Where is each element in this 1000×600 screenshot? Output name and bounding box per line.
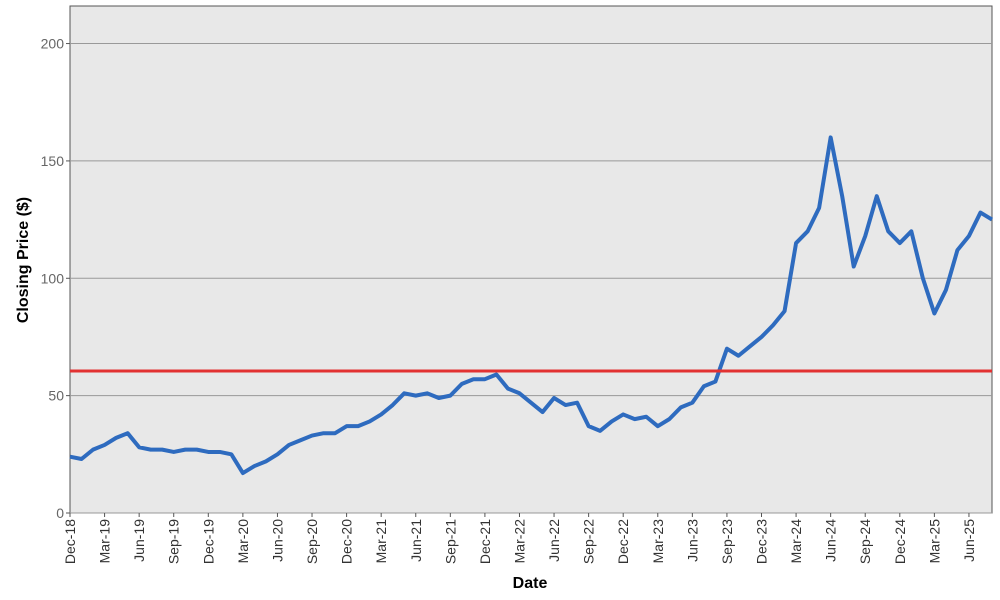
y-tick-label: 50 [48, 388, 64, 404]
y-tick-label: 150 [41, 153, 65, 169]
plot-area [69, 5, 993, 514]
x-tick-label: Mar-21 [373, 519, 389, 564]
x-tick-label: Jun-23 [684, 519, 700, 562]
x-tick-label: Dec-23 [754, 519, 770, 564]
x-tick-label: Sep-24 [857, 519, 873, 564]
x-tick-label: Sep-22 [581, 519, 597, 564]
x-tick-label: Mar-23 [650, 519, 666, 564]
x-axis-label: Date [513, 575, 548, 592]
x-tick-label: Sep-23 [719, 519, 735, 564]
x-tick-label: Jun-24 [823, 519, 839, 562]
x-tick-label: Jun-22 [546, 519, 562, 562]
x-tick-label: Mar-22 [511, 519, 527, 564]
x-tick-label: Jun-19 [131, 519, 147, 562]
y-axis-label: Closing Price ($) [15, 197, 32, 323]
x-tick-label: Mar-19 [97, 519, 113, 564]
x-tick-label: Jun-20 [269, 519, 285, 562]
x-tick-label: Dec-18 [62, 519, 78, 564]
x-tick-label: Mar-24 [788, 519, 804, 564]
x-tick-label: Sep-20 [304, 519, 320, 564]
x-tick-label: Sep-19 [166, 519, 182, 564]
x-tick-label: Jun-25 [961, 519, 977, 562]
x-tick-label: Mar-20 [235, 519, 251, 564]
y-tick-label: 100 [41, 270, 65, 286]
x-tick-label: Mar-25 [926, 519, 942, 564]
x-tick-label: Dec-19 [200, 519, 216, 564]
x-tick-label: Dec-21 [477, 519, 493, 564]
x-tick-label: Dec-22 [615, 519, 631, 564]
y-tick-label: 200 [41, 36, 65, 52]
x-tick-label: Dec-20 [339, 519, 355, 564]
x-tick-label: Dec-24 [892, 519, 908, 564]
price-line [69, 135, 994, 476]
x-tick-label: Jun-21 [408, 519, 424, 562]
y-tick-label: 0 [56, 505, 64, 521]
x-tick-label: Sep-21 [442, 519, 458, 564]
